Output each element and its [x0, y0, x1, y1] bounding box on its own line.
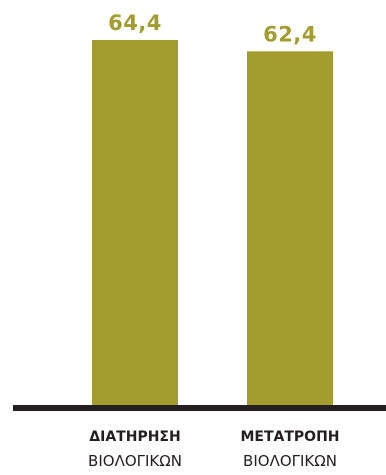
value-label-2: 62,4 [263, 22, 317, 46]
x-axis-baseline [13, 405, 386, 411]
value-labels-group: 64,4 62,4 [108, 11, 317, 46]
category-label-2-line2: ΒΙΟΛΟΓΙΚΩΝ [243, 452, 337, 470]
category-label-2-line1: ΜΕΤΑΤΡΟΠΗ [240, 429, 339, 445]
bar-2 [247, 51, 333, 406]
category-label-1-line1: ΔΙΑΤΗΡΗΣΗ [89, 429, 180, 445]
bar-1 [92, 40, 178, 405]
category-labels-group: ΔΙΑΤΗΡΗΣΗ ΒΙΟΛΟΓΙΚΩΝ ΜΕΤΑΤΡΟΠΗ ΒΙΟΛΟΓΙΚΩΝ [88, 429, 339, 470]
category-label-1-line2: ΒΙΟΛΟΓΙΚΩΝ [88, 452, 182, 470]
bars-group [92, 40, 333, 406]
value-label-1: 64,4 [108, 11, 162, 35]
